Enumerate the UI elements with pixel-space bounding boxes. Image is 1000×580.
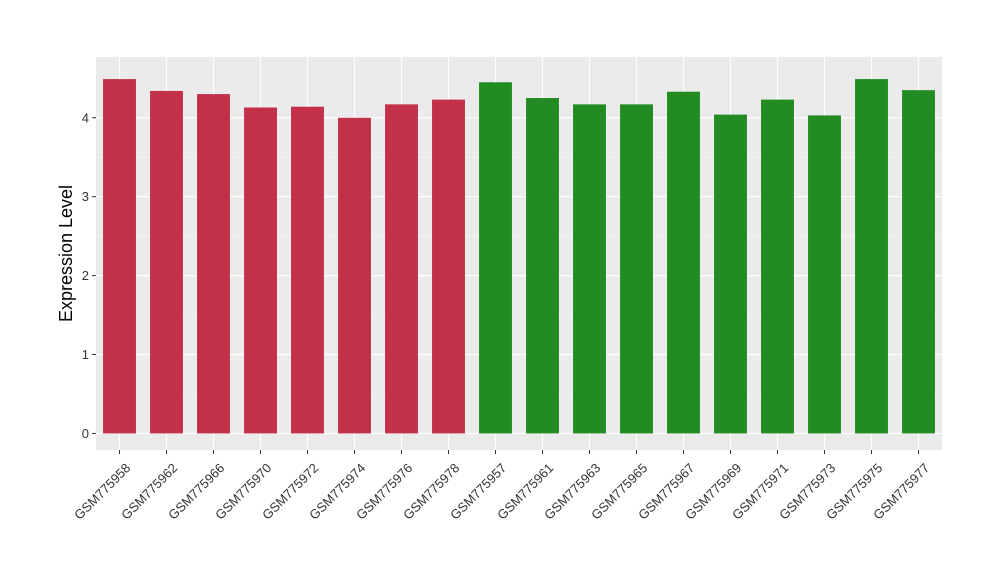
y-tick-label: 1 <box>82 347 89 362</box>
bar <box>291 106 324 434</box>
bar <box>244 107 277 434</box>
y-tick-label: 0 <box>82 426 89 441</box>
bar <box>808 115 841 434</box>
y-tick-label: 2 <box>82 268 89 283</box>
y-tick-label: 3 <box>82 189 89 204</box>
y-axis: 0 1 2 3 4 <box>82 110 96 441</box>
bar <box>526 98 559 434</box>
bar <box>197 94 230 434</box>
plot-panel <box>96 57 942 450</box>
y-axis-title: Expression Level <box>56 185 76 322</box>
bar <box>714 114 747 434</box>
bar <box>902 90 935 434</box>
bar <box>479 82 512 434</box>
x-axis: GSM775958GSM775962GSM775966GSM775970GSM7… <box>71 450 932 523</box>
y-tick-label: 4 <box>82 110 89 125</box>
bar <box>620 104 653 434</box>
bar <box>761 99 794 434</box>
bar <box>667 91 700 434</box>
bar <box>103 79 136 434</box>
bar <box>573 104 606 434</box>
bar <box>385 104 418 434</box>
bar <box>338 117 371 434</box>
bar <box>150 90 183 434</box>
bars <box>103 79 935 434</box>
bar <box>432 99 465 434</box>
bar <box>855 79 888 434</box>
